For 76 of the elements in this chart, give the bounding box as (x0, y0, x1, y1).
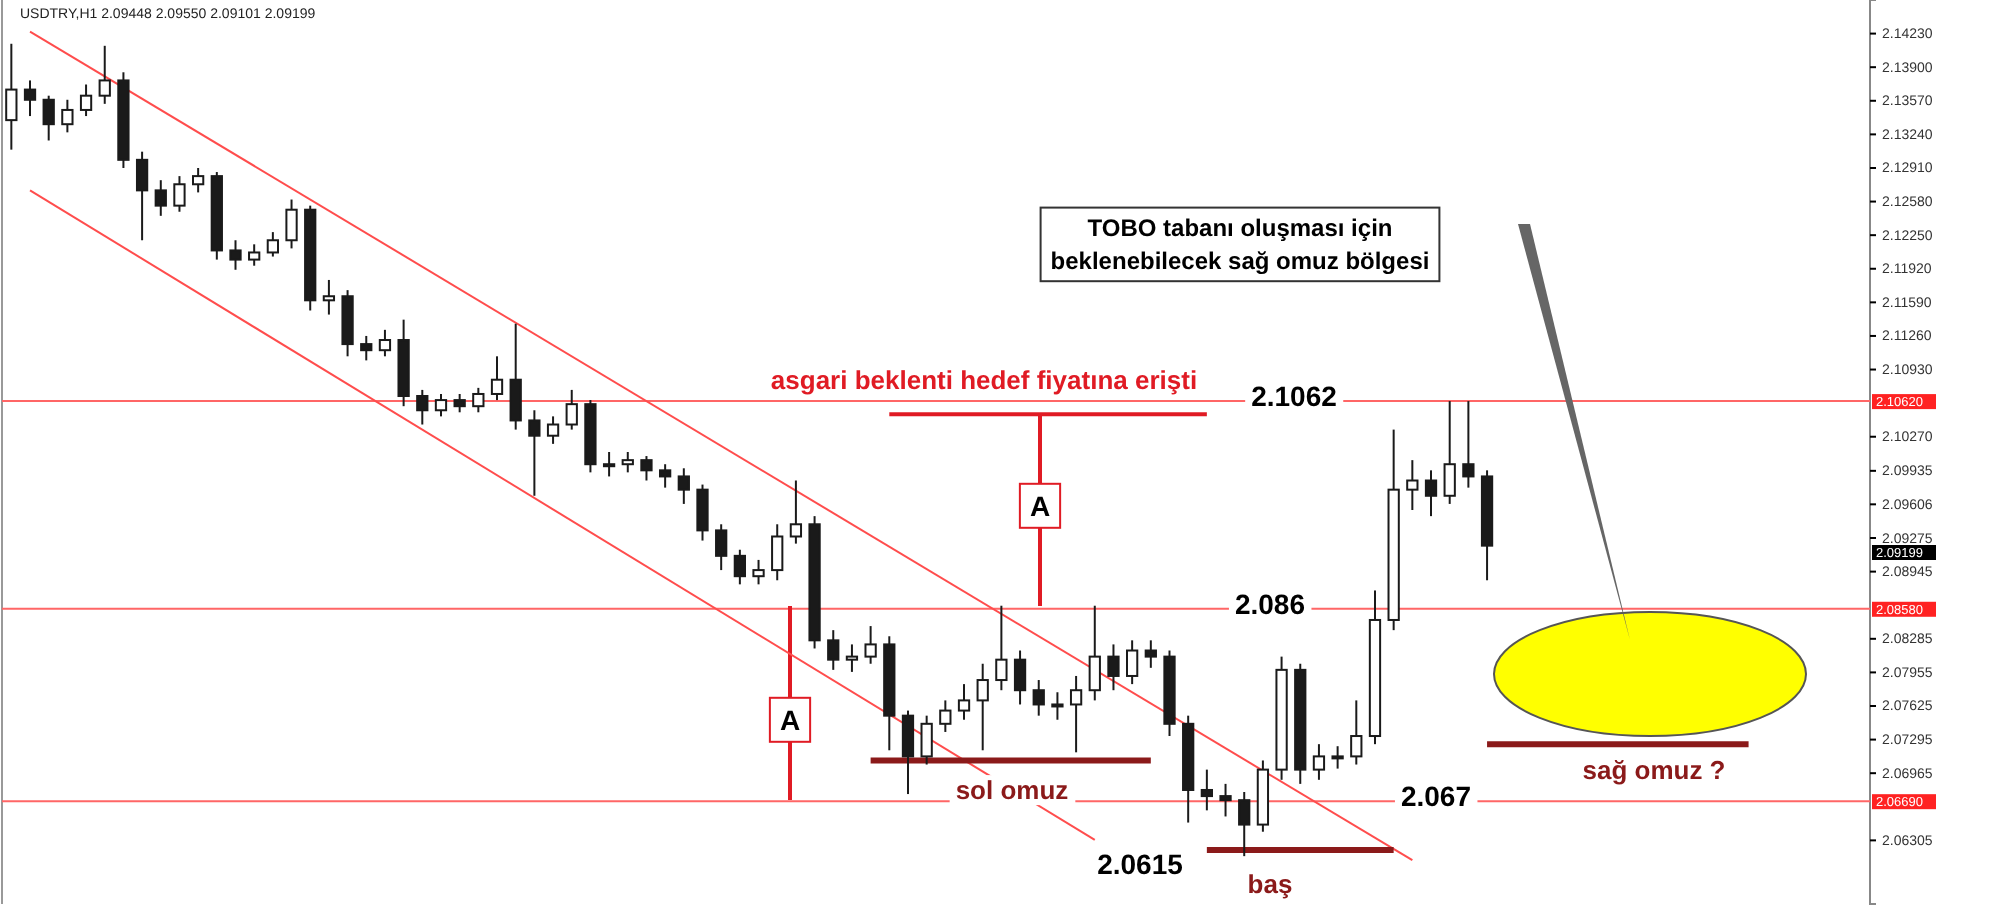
candlestick (995, 604, 1008, 692)
candlestick (453, 392, 466, 414)
candlestick (1331, 745, 1344, 770)
candlestick (901, 709, 915, 796)
candlestick (1312, 743, 1326, 781)
candlestick (1069, 674, 1083, 754)
candlestick (939, 699, 952, 733)
candlestick (23, 79, 37, 118)
candlestick (920, 714, 933, 766)
candlestick (1443, 400, 1456, 505)
candlestick (864, 625, 877, 665)
candlestick (61, 98, 74, 134)
candlestick (434, 392, 448, 418)
candlestick (154, 179, 167, 217)
annotation: 2.1062 (1251, 379, 1338, 412)
candlestick (98, 44, 111, 105)
candlestick (621, 451, 634, 474)
candlestick (135, 150, 149, 242)
candlestick (771, 523, 784, 582)
candlestick (229, 239, 242, 271)
candlestick (1238, 791, 1251, 858)
candlestick (472, 386, 485, 414)
candlestick (845, 643, 859, 673)
candlestick (1032, 679, 1045, 717)
candlestick (659, 463, 672, 489)
candlestick (360, 334, 373, 362)
candlestick (1051, 691, 1064, 721)
annotation: 2.067 (1400, 779, 1472, 812)
candlestick (42, 94, 55, 142)
annotation: sağ omuz ? (1582, 755, 1726, 786)
candlestick (640, 455, 653, 482)
candlestick (1013, 649, 1027, 706)
annotation: A (779, 703, 801, 736)
candlestick (1144, 639, 1157, 669)
candlestick (1200, 768, 1213, 812)
candlestick (173, 175, 186, 213)
candlestick (266, 231, 279, 258)
candlestick (565, 388, 578, 431)
candlestick (5, 42, 18, 151)
candlestick (416, 388, 429, 426)
candlestick (976, 662, 989, 752)
candlestick (957, 683, 971, 721)
candlestick (248, 243, 261, 267)
candlestick (341, 289, 354, 358)
candlestick (1126, 639, 1139, 686)
candlestick (1406, 459, 1419, 512)
candlestick (1219, 782, 1232, 818)
candlestick (715, 523, 728, 572)
candlestick (528, 409, 541, 497)
annotation: 2.0615 (1097, 847, 1184, 880)
annotation: sol omuz (955, 775, 1070, 806)
annotation: 2.086 (1234, 587, 1306, 620)
annotation: TOBO tabanı oluşması için beklenebilecek sağ omuz bölgesi (1050, 213, 1430, 276)
candlestick (1088, 604, 1101, 702)
candlestick (1107, 643, 1120, 692)
annotation: asgari beklenti hedef fiyatına erişti (770, 365, 1198, 396)
candlestick (322, 278, 336, 316)
annotation: A (1029, 489, 1051, 522)
candlestick (733, 548, 746, 586)
candlestick (752, 558, 765, 586)
candlestick (509, 322, 522, 431)
candlestick (602, 451, 616, 478)
candlestick (490, 355, 504, 402)
annotation: baş (1247, 869, 1293, 900)
candlestick (192, 166, 205, 194)
candlestick (285, 198, 298, 250)
candlestick (1462, 400, 1475, 489)
candlestick (546, 415, 560, 445)
candlestick (827, 629, 840, 671)
candlestick (1424, 469, 1438, 518)
candlestick (378, 328, 392, 358)
candlestick (789, 479, 803, 545)
candlestick (696, 483, 709, 542)
candlestick (79, 83, 93, 118)
candlestick (1350, 699, 1363, 766)
candlestick (677, 467, 690, 505)
